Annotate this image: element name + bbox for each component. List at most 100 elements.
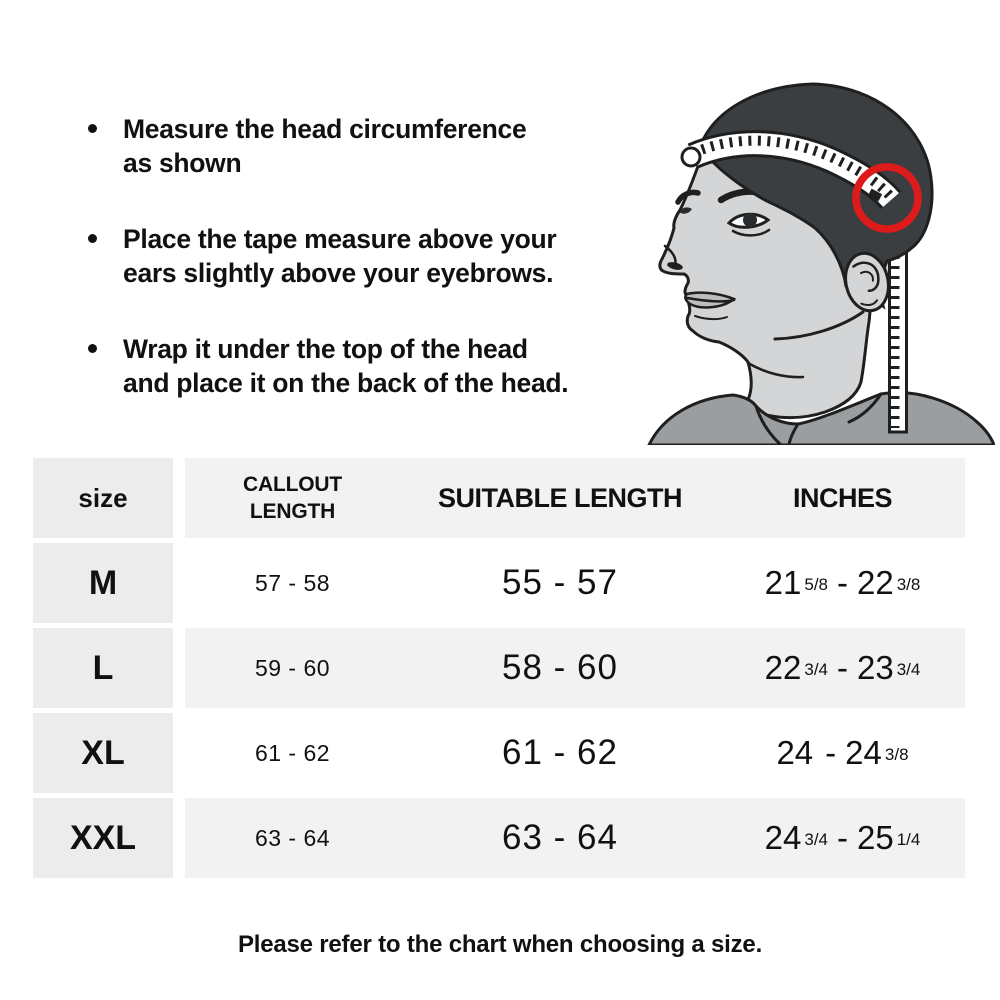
callout-cell: 57 - 58 (185, 543, 400, 623)
size-cell: M (33, 543, 173, 623)
table-row: L 59 - 60 58 - 60 22 3/4-23 3/4 (33, 628, 965, 708)
callout-cell: 63 - 64 (185, 798, 400, 878)
collar-right-edge (787, 422, 800, 447)
inches-fraction: 5/8 (804, 575, 828, 594)
collar-left-edge (754, 404, 783, 447)
head-measurement-illustration (635, 50, 997, 447)
header-suitable-label: SUITABLE LENGTH (438, 482, 683, 513)
instruction-text: Place the tape measure above your ears s… (123, 222, 557, 290)
instruction-item: Wrap it under the top of the head and pl… (88, 332, 653, 400)
head-illustration-svg (646, 82, 997, 447)
ear (844, 251, 890, 313)
instruction-line: as shown (123, 148, 242, 178)
inches-separator: - (837, 564, 848, 601)
table-row: XXL 63 - 64 63 - 64 24 3/4-25 1/4 (33, 798, 965, 878)
inches-whole: 24 (764, 819, 802, 856)
inches-whole: 25 (857, 819, 894, 856)
size-value: XXL (69, 818, 137, 857)
instruction-line: Measure the head circumference (123, 114, 527, 144)
size-chart-table: size CALLOUT LENGTH SUITABLE LENGTH INCH… (33, 458, 965, 883)
ear-lobe-line (860, 299, 879, 307)
instruction-line: ears slightly above your eyebrows. (123, 258, 554, 288)
suitable-cell: 61 - 62 (400, 713, 720, 793)
band-end-curl (680, 146, 702, 168)
callout-value: 61 - 62 (254, 739, 331, 766)
ear-inner-curve (852, 261, 880, 293)
inches-fraction: 3/4 (804, 660, 828, 679)
suitable-value: 55 - 57 (502, 563, 618, 602)
inches-whole: 24 (845, 734, 882, 771)
suitable-value: 58 - 60 (502, 648, 618, 687)
suitable-value: 61 - 62 (502, 733, 618, 772)
inches-fraction: 3/8 (896, 575, 921, 594)
ear-outline (844, 251, 890, 313)
instruction-text: Measure the head circumference as shown (123, 112, 527, 180)
table-row: XL 61 - 62 61 - 62 24-24 3/8 (33, 713, 965, 793)
jaw-line (773, 310, 865, 341)
far-eyebrow (675, 189, 701, 205)
callout-value: 59 - 60 (254, 654, 331, 681)
header-cell-suitable: SUITABLE LENGTH (400, 458, 720, 538)
ear-inner-detail (860, 270, 874, 282)
instruction-line: Wrap it under the top of the head (123, 334, 528, 364)
header-size-label: size (78, 482, 128, 513)
instruction-text: Wrap it under the top of the head and pl… (123, 332, 569, 400)
inches-fraction: 3/4 (804, 830, 828, 849)
inches-cell: 21 5/8-22 3/8 (720, 543, 965, 623)
suitable-value: 63 - 64 (502, 818, 618, 857)
instruction-item: Place the tape measure above your ears s… (88, 222, 653, 290)
header-callout-label: CALLOUT LENGTH (243, 473, 342, 523)
far-eye (679, 207, 692, 214)
under-eye-line (731, 228, 771, 237)
inches-whole: 21 (764, 564, 802, 601)
table-row: M 57 - 58 55 - 57 21 5/8-22 3/8 (33, 543, 965, 623)
callout-value: 63 - 64 (254, 824, 331, 851)
chin-line (694, 315, 728, 321)
near-eye-iris (743, 213, 757, 227)
callout-cell: 59 - 60 (185, 628, 400, 708)
row-content: 57 - 58 55 - 57 21 5/8-22 3/8 (185, 543, 965, 623)
tape-measure-band (680, 130, 902, 210)
inches-whole: 22 (764, 649, 802, 686)
size-cell: L (33, 628, 173, 708)
header-content: CALLOUT LENGTH SUITABLE LENGTH INCHES (185, 458, 965, 538)
inches-separator: - (825, 734, 837, 771)
inches-cell: 24 3/4-25 1/4 (720, 798, 965, 878)
red-circle-highlight (852, 163, 922, 233)
header-inches-label: INCHES (792, 482, 893, 513)
inches-fraction: 1/4 (896, 830, 921, 849)
header-cell-callout: CALLOUT LENGTH (185, 458, 400, 538)
bullet-dot-icon (88, 344, 97, 353)
size-cell: XXL (33, 798, 173, 878)
nostril (667, 262, 683, 270)
instruction-item: Measure the head circumference as shown (88, 112, 653, 180)
inches-separator: - (837, 819, 848, 856)
mouth-line (685, 296, 736, 303)
footer-note: Please refer to the chart when choosing … (237, 931, 763, 958)
bullet-dot-icon (88, 124, 97, 133)
suitable-cell: 55 - 57 (400, 543, 720, 623)
inches-whole: 24 (776, 734, 814, 771)
measuring-instructions: Measure the head circumference as shown … (88, 112, 653, 442)
size-value: M (88, 563, 118, 602)
suitable-cell: 63 - 64 (400, 798, 720, 878)
size-value: L (92, 648, 114, 687)
inches-whole: 22 (857, 564, 894, 601)
inches-whole: 23 (857, 649, 894, 686)
collar-flap-line (847, 392, 883, 424)
inches-fraction: 3/4 (896, 660, 921, 679)
inches-fraction: 3/8 (884, 745, 909, 764)
callout-value: 57 - 58 (254, 569, 331, 596)
inches-cell: 22 3/4-23 3/4 (720, 628, 965, 708)
instruction-line: and place it on the back of the head. (123, 368, 569, 398)
band-clasp (867, 188, 883, 202)
callout-cell: 61 - 62 (185, 713, 400, 793)
header-cell-inches: INCHES (720, 458, 965, 538)
row-content: 61 - 62 61 - 62 24-24 3/8 (185, 713, 965, 793)
bullet-dot-icon (88, 234, 97, 243)
header-cell-size: size (33, 458, 173, 538)
instruction-line: Place the tape measure above your (123, 224, 557, 254)
inches-separator: - (837, 649, 848, 686)
size-cell: XL (33, 713, 173, 793)
